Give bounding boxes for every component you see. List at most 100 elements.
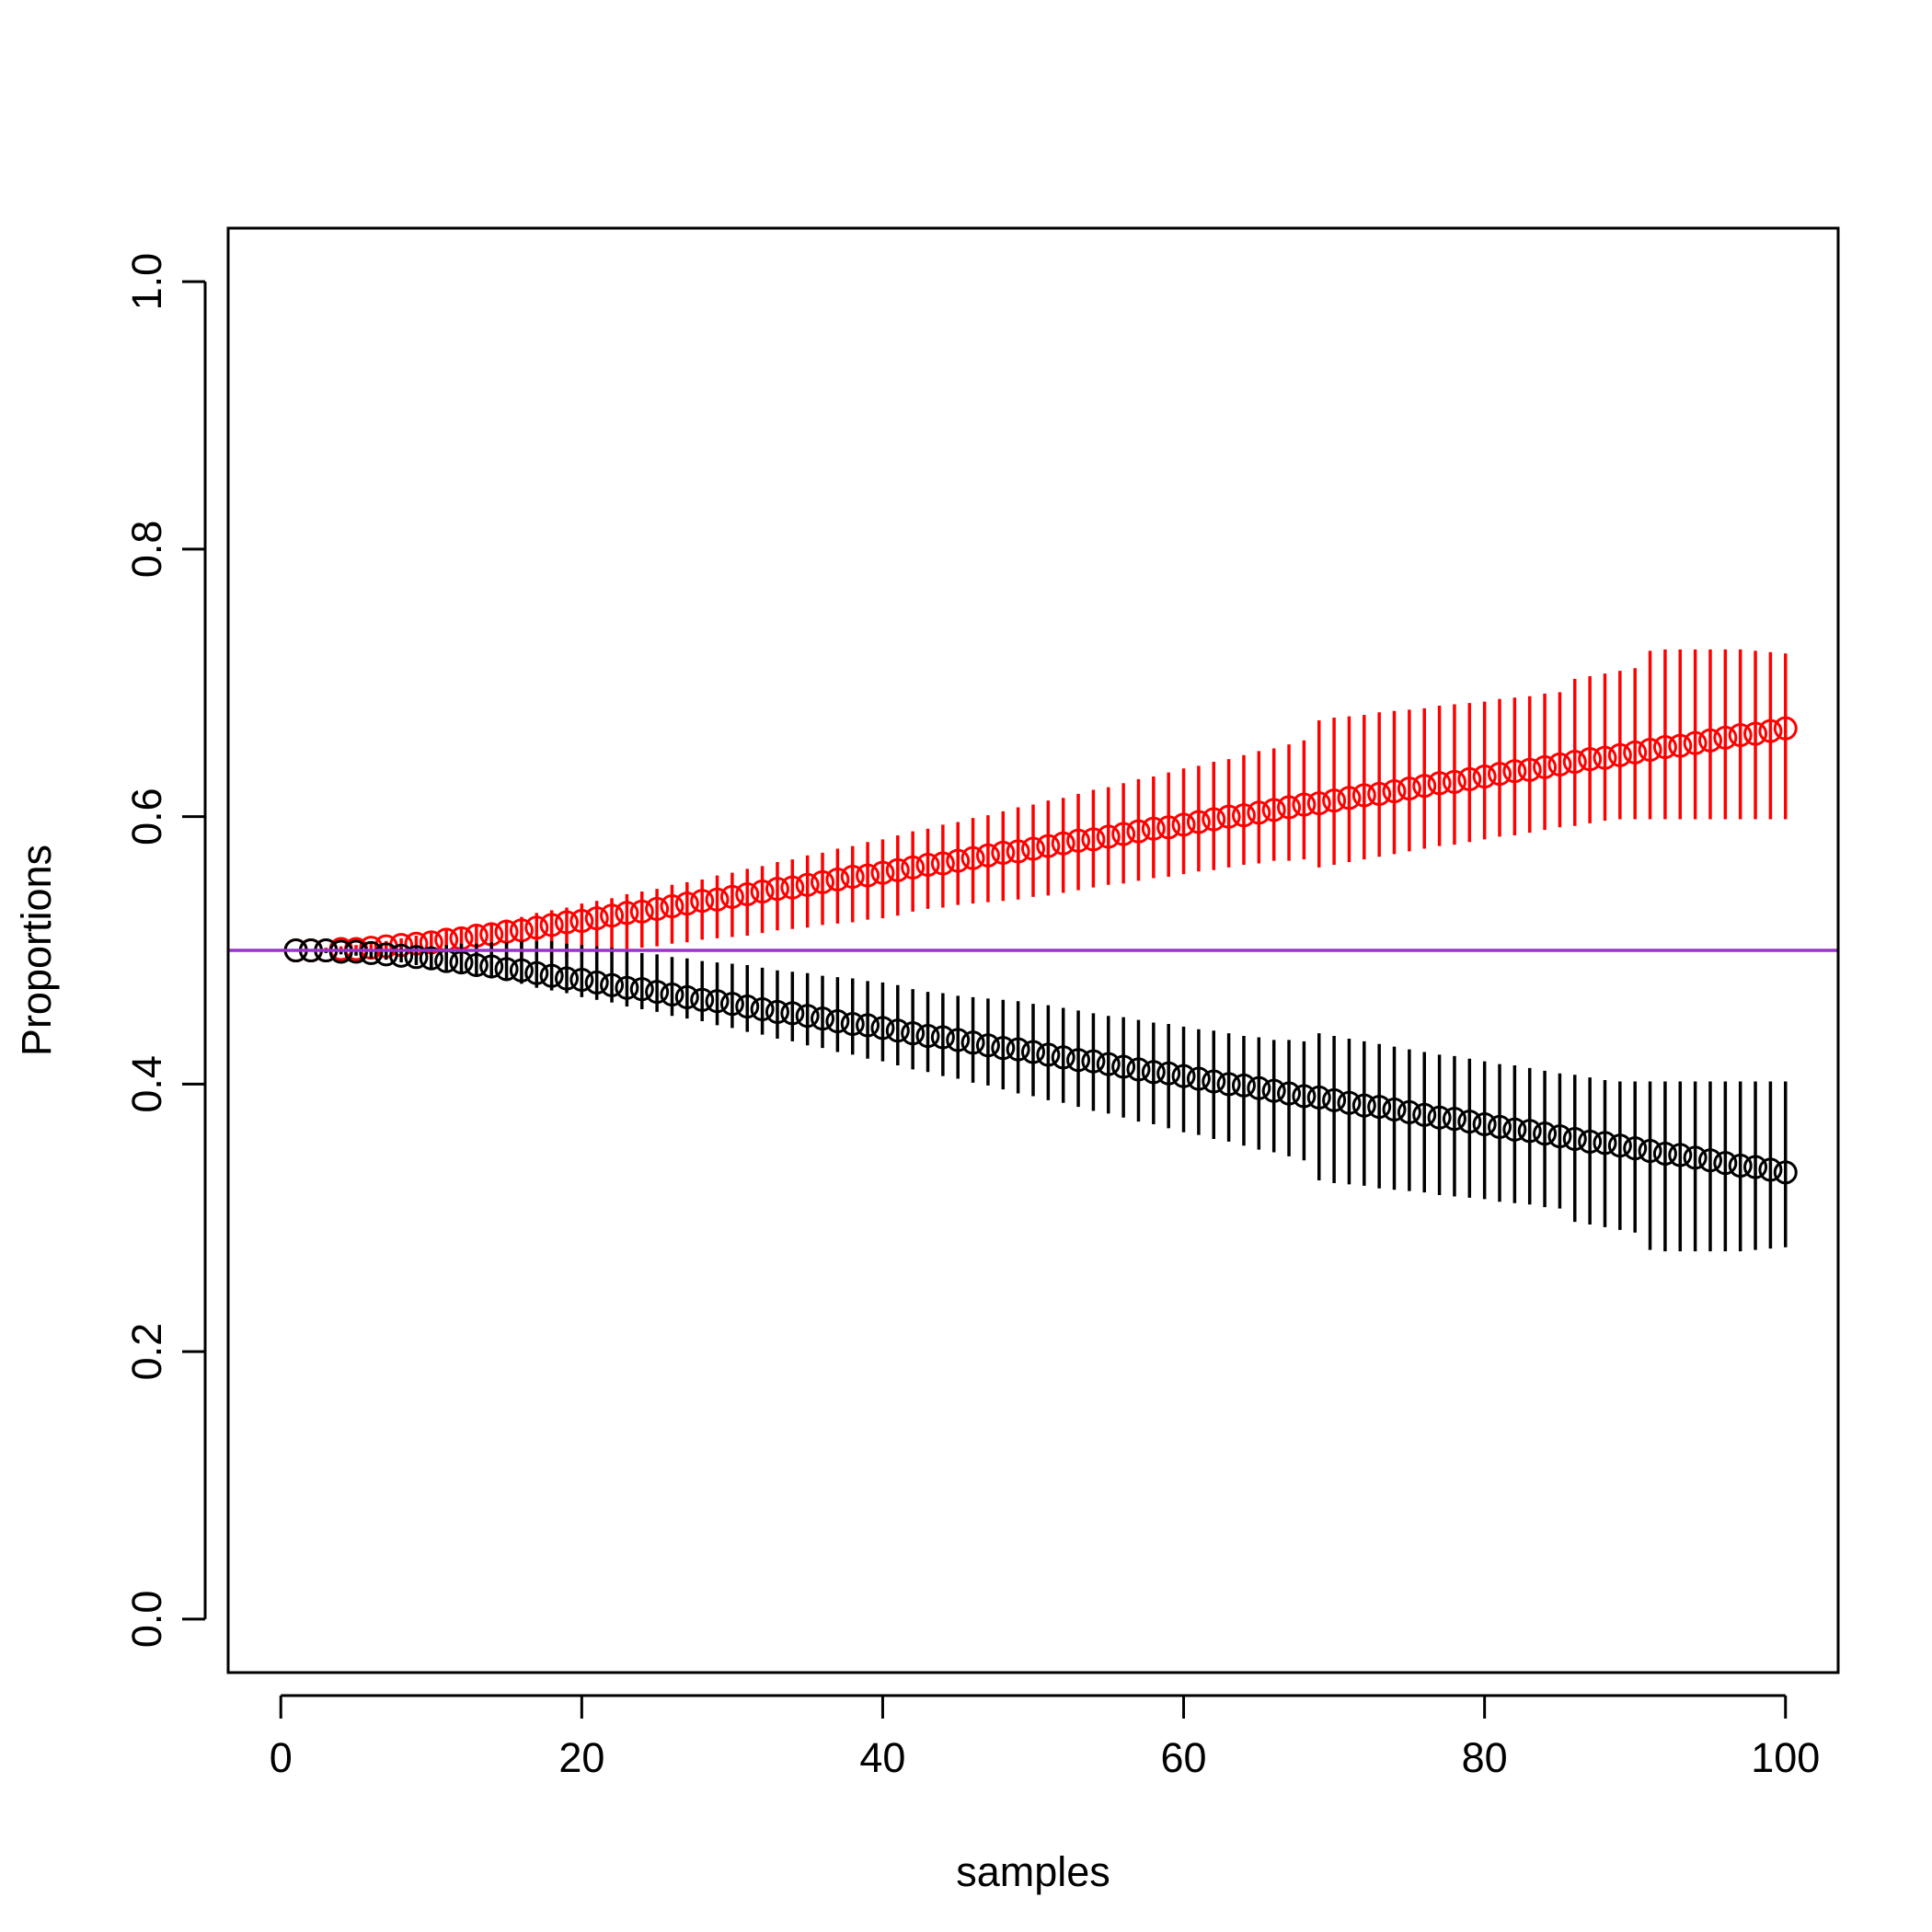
data-point bbox=[765, 999, 789, 1024]
data-point bbox=[1697, 1148, 1722, 1173]
data-point bbox=[1488, 1114, 1512, 1139]
data-point bbox=[1728, 722, 1753, 747]
data-point bbox=[719, 884, 744, 909]
data-point bbox=[1306, 1085, 1331, 1110]
data-point bbox=[1111, 822, 1136, 846]
data-point bbox=[991, 1036, 1016, 1061]
data-point bbox=[946, 848, 971, 873]
x-tick-label: 20 bbox=[558, 1734, 604, 1781]
data-point bbox=[840, 1011, 865, 1036]
data-point bbox=[1578, 747, 1603, 772]
data-point bbox=[1457, 1110, 1482, 1134]
data-point bbox=[960, 845, 985, 870]
data-point bbox=[825, 1009, 850, 1034]
data-point bbox=[1412, 1102, 1437, 1127]
data-point bbox=[1006, 1037, 1030, 1062]
data-point bbox=[1066, 828, 1091, 853]
x-axis: 0 20 40 60 80 100 bbox=[270, 1694, 1820, 1781]
data-point bbox=[569, 909, 594, 934]
data-point bbox=[1502, 1117, 1527, 1142]
data-point bbox=[1427, 1105, 1452, 1130]
data-point bbox=[1683, 1145, 1708, 1170]
data-point bbox=[705, 989, 730, 1014]
data-point bbox=[915, 852, 940, 877]
data-point bbox=[1277, 795, 1302, 820]
data-point bbox=[479, 954, 504, 979]
data-point bbox=[795, 872, 820, 897]
data-point bbox=[464, 952, 489, 977]
data-point bbox=[1322, 1087, 1347, 1112]
data-point bbox=[975, 1033, 1000, 1058]
y-tick-label: 0.8 bbox=[123, 521, 170, 579]
data-point bbox=[1547, 1124, 1572, 1149]
data-point bbox=[494, 957, 519, 982]
data-point bbox=[1578, 1129, 1603, 1154]
data-point bbox=[1728, 1154, 1753, 1179]
data-point bbox=[750, 880, 775, 904]
data-point bbox=[1517, 1119, 1542, 1144]
data-point bbox=[674, 891, 699, 916]
data-point bbox=[1713, 1151, 1738, 1176]
data-point bbox=[901, 855, 926, 880]
data-point bbox=[404, 945, 429, 970]
data-point bbox=[1442, 1107, 1466, 1132]
data-point bbox=[1623, 1136, 1648, 1161]
data-point bbox=[1186, 1066, 1211, 1091]
data-point bbox=[856, 1013, 880, 1038]
data-point bbox=[1427, 771, 1452, 796]
data-point bbox=[856, 863, 880, 888]
data-point bbox=[795, 1004, 820, 1029]
data-point bbox=[1126, 1057, 1151, 1082]
data-point bbox=[840, 865, 865, 890]
data-point bbox=[509, 918, 534, 943]
data-point bbox=[1397, 776, 1421, 801]
data-point bbox=[584, 970, 609, 995]
data-point bbox=[1171, 1064, 1196, 1088]
data-point bbox=[1623, 740, 1648, 765]
data-point bbox=[1472, 1111, 1497, 1136]
data-point bbox=[915, 1024, 940, 1049]
data-point bbox=[660, 894, 684, 919]
data-point bbox=[1141, 816, 1166, 841]
data-point bbox=[1051, 831, 1075, 856]
data-point bbox=[1533, 754, 1558, 779]
data-point bbox=[1652, 735, 1677, 760]
data-point bbox=[1517, 757, 1542, 782]
data-point bbox=[1488, 762, 1512, 787]
data-point bbox=[1547, 752, 1572, 776]
x-tick-label: 40 bbox=[859, 1734, 905, 1781]
data-point bbox=[1758, 1157, 1783, 1182]
data-point bbox=[494, 919, 519, 944]
x-tick-label: 0 bbox=[270, 1734, 293, 1781]
data-point bbox=[1713, 725, 1738, 750]
data-point bbox=[524, 960, 549, 985]
data-point bbox=[629, 977, 654, 1002]
data-point bbox=[615, 901, 639, 926]
data-point bbox=[1638, 737, 1662, 762]
data-point bbox=[690, 987, 715, 1012]
data-point bbox=[1337, 1090, 1362, 1115]
y-tick-label: 0.6 bbox=[123, 788, 170, 845]
data-point bbox=[811, 1006, 835, 1031]
data-point bbox=[1743, 1155, 1768, 1179]
data-point bbox=[1247, 800, 1271, 825]
data-point bbox=[645, 896, 670, 921]
y-tick-label: 0.0 bbox=[123, 1591, 170, 1649]
data-point bbox=[1021, 1040, 1045, 1064]
data-point bbox=[975, 843, 1000, 868]
data-point bbox=[1231, 1073, 1256, 1098]
data-point bbox=[1141, 1060, 1166, 1085]
data-point bbox=[1292, 792, 1317, 817]
data-point bbox=[1668, 1143, 1693, 1167]
data-point bbox=[1036, 834, 1061, 858]
data-point bbox=[1036, 1042, 1061, 1067]
data-point bbox=[1607, 1133, 1632, 1158]
data-point bbox=[1186, 810, 1211, 834]
data-point bbox=[1668, 733, 1693, 758]
data-point bbox=[1202, 1069, 1226, 1094]
data-point bbox=[660, 982, 684, 1006]
data-point bbox=[780, 875, 805, 900]
data-point bbox=[1081, 1049, 1106, 1074]
data-point bbox=[1156, 815, 1181, 840]
